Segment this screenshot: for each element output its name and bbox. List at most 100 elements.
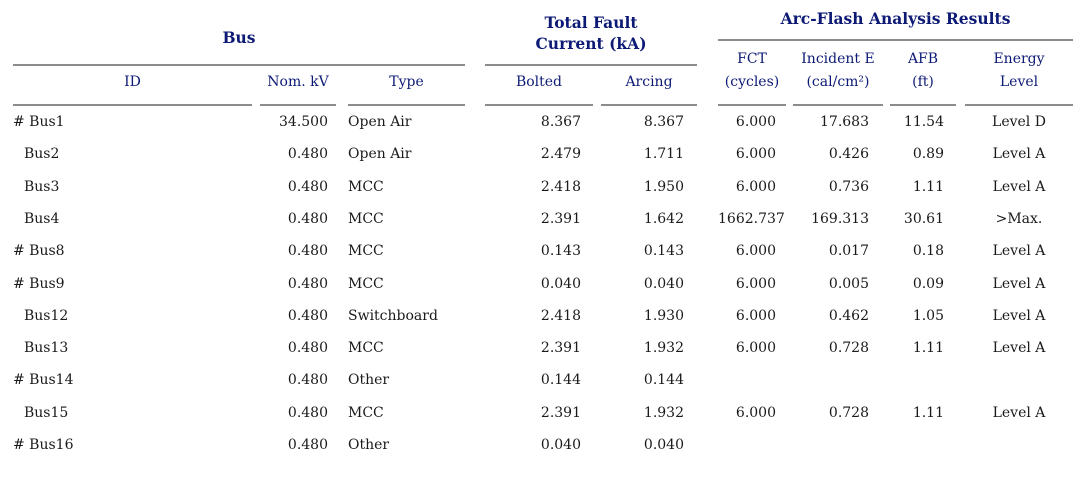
cell-arcing: 0.143: [643, 243, 684, 259]
column-rule-energy-level: [965, 104, 1073, 106]
cell-arcing: 1.950: [643, 179, 684, 195]
cell-id: Bus3: [24, 179, 60, 195]
cell-incident-energy: 0.728: [828, 405, 869, 421]
group-header-fault-line1: Total Fault: [544, 13, 638, 32]
column-header-ie-line2: (cal/cm²): [806, 74, 870, 90]
cell-afb: 30.61: [903, 211, 944, 227]
cell-bolted: 2.391: [540, 340, 581, 356]
cell-nom-kv: 0.480: [287, 243, 328, 259]
cell-incident-energy: 169.313: [811, 211, 869, 227]
cell-afb: 0.09: [912, 276, 944, 292]
cell-bolted: 0.143: [540, 243, 581, 259]
column-header-fct[interactable]: FCT (cycles): [718, 48, 786, 94]
cell-arcing: 1.930: [643, 308, 684, 324]
column-header-arcing[interactable]: Arcing: [625, 74, 673, 90]
cell-bolted: 2.391: [540, 211, 581, 227]
cell-nom-kv: 0.480: [287, 146, 328, 162]
cell-bolted: 8.367: [540, 114, 581, 130]
cell-id: # Bus9: [13, 276, 65, 292]
column-rule-nom-kv: [260, 104, 336, 106]
cell-afb: 1.11: [912, 179, 944, 195]
cell-arcing: 1.642: [643, 211, 684, 227]
cell-energy-level: Level A: [992, 340, 1046, 356]
cell-nom-kv: 0.480: [287, 276, 328, 292]
cell-type: Other: [348, 437, 390, 453]
cell-incident-energy: 0.728: [828, 340, 869, 356]
cell-nom-kv: 34.500: [279, 114, 328, 130]
cell-id: # Bus14: [13, 372, 74, 388]
column-rule-fct: [718, 104, 786, 106]
column-header-ie-line1: Incident E: [801, 51, 875, 67]
column-rule-bolted: [485, 104, 593, 106]
cell-type: MCC: [348, 211, 384, 227]
cell-id: Bus15: [24, 405, 69, 421]
group-header-total-fault-current: Total Fault Current (kA): [485, 12, 697, 54]
column-header-fct-line1: FCT: [737, 51, 767, 67]
cell-fct: 6.000: [735, 179, 776, 195]
cell-incident-energy: 0.462: [828, 308, 869, 324]
cell-energy-level: Level A: [992, 243, 1046, 259]
cell-afb: 11.54: [903, 114, 944, 130]
column-header-afb-line1: AFB: [907, 51, 939, 67]
column-header-afb[interactable]: AFB (ft): [890, 48, 956, 94]
cell-bolted: 0.040: [540, 276, 581, 292]
cell-fct: 6.000: [735, 308, 776, 324]
cell-bolted: 2.418: [540, 308, 581, 324]
group-rule-arc: [718, 39, 1073, 41]
column-rule-arcing: [601, 104, 697, 106]
cell-id: Bus2: [24, 146, 60, 162]
cell-id: # Bus16: [13, 437, 74, 453]
cell-energy-level: Level D: [992, 114, 1046, 130]
column-header-energy-level[interactable]: Energy Level: [965, 48, 1073, 94]
cell-arcing: 1.711: [643, 146, 684, 162]
cell-nom-kv: 0.480: [287, 437, 328, 453]
cell-nom-kv: 0.480: [287, 308, 328, 324]
cell-afb: 1.11: [912, 340, 944, 356]
cell-type: Open Air: [348, 114, 412, 130]
column-header-incident-energy[interactable]: Incident E (cal/cm²): [793, 48, 883, 94]
cell-energy-level: Level A: [992, 405, 1046, 421]
group-header-fault-line2: Current (kA): [535, 34, 647, 53]
cell-afb: 0.89: [912, 146, 944, 162]
cell-type: MCC: [348, 243, 384, 259]
cell-arcing: 8.367: [643, 114, 684, 130]
cell-type: MCC: [348, 276, 384, 292]
cell-arcing: 0.040: [643, 276, 684, 292]
cell-incident-energy: 0.005: [828, 276, 869, 292]
cell-afb: 0.18: [912, 243, 944, 259]
cell-arcing: 0.144: [643, 372, 684, 388]
cell-incident-energy: 0.017: [828, 243, 869, 259]
cell-nom-kv: 0.480: [287, 211, 328, 227]
cell-afb: 1.11: [912, 405, 944, 421]
group-rule-bus: [13, 64, 465, 66]
cell-energy-level: Level A: [992, 308, 1046, 324]
cell-fct: 6.000: [735, 243, 776, 259]
column-header-nom-kv[interactable]: Nom. kV: [267, 74, 329, 90]
column-rule-type: [348, 104, 465, 106]
cell-type: MCC: [348, 179, 384, 195]
cell-id: Bus12: [24, 308, 69, 324]
column-header-el-line2: Level: [999, 74, 1039, 90]
cell-bolted: 0.144: [540, 372, 581, 388]
cell-fct: 6.000: [735, 146, 776, 162]
cell-bolted: 2.479: [540, 146, 581, 162]
column-header-id[interactable]: ID: [124, 74, 141, 90]
cell-type: Open Air: [348, 146, 412, 162]
column-header-bolted[interactable]: Bolted: [515, 74, 563, 90]
column-rule-id: [13, 104, 252, 106]
cell-arcing: 1.932: [643, 405, 684, 421]
cell-incident-energy: 17.683: [820, 114, 869, 130]
cell-energy-level: Level A: [992, 276, 1046, 292]
cell-type: Switchboard: [348, 308, 438, 324]
cell-fct: 6.000: [735, 276, 776, 292]
cell-incident-energy: 0.426: [828, 146, 869, 162]
cell-arcing: 0.040: [643, 437, 684, 453]
column-header-type[interactable]: Type: [389, 74, 424, 90]
cell-nom-kv: 0.480: [287, 340, 328, 356]
column-header-afb-line2: (ft): [912, 74, 934, 90]
cell-type: Other: [348, 372, 390, 388]
cell-fct: 6.000: [735, 340, 776, 356]
column-rule-afb: [890, 104, 956, 106]
cell-bolted: 2.391: [540, 405, 581, 421]
cell-nom-kv: 0.480: [287, 372, 328, 388]
